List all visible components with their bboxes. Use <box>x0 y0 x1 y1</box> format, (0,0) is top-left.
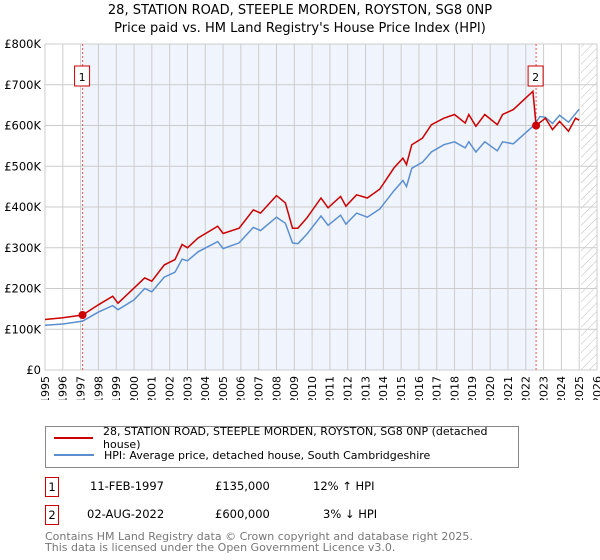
x-tick-label: 2013 <box>359 376 372 400</box>
x-tick-label: 2009 <box>288 376 301 400</box>
chart-title: 28, STATION ROAD, STEEPLE MORDEN, ROYSTO… <box>107 3 493 18</box>
x-tick-label: 2002 <box>163 376 176 400</box>
chart-subtitle: Price paid vs. HM Land Registry's House … <box>114 21 486 36</box>
x-tick-label: 2017 <box>431 376 444 400</box>
x-tick-label: 2016 <box>413 376 426 400</box>
x-tick-label: 2004 <box>199 376 212 400</box>
x-tick-label: 2008 <box>270 376 283 400</box>
sale-label-box-1 <box>74 65 91 87</box>
x-tick-label: 2021 <box>502 376 515 400</box>
x-tick-label: 2020 <box>484 376 497 400</box>
x-tick-label: 2012 <box>342 376 355 400</box>
x-tick-label: 2007 <box>253 376 266 400</box>
x-tick-label: 1995 <box>39 376 52 400</box>
sale-price-1: £135,000 <box>215 479 270 493</box>
y-tick-label: £200K <box>4 282 41 296</box>
x-tick-label: 2025 <box>573 376 586 400</box>
sale-label-1: 1 <box>79 71 86 84</box>
x-tick-label: 2018 <box>448 376 461 400</box>
sale-hpi-diff-2: 3% ↓ HPI <box>323 507 378 521</box>
y-tick-label: £500K <box>4 159 41 173</box>
y-tick-label: £400K <box>4 200 41 214</box>
x-tick-label: 1998 <box>92 376 105 400</box>
legend-label-property: 28, STATION ROAD, STEEPLE MORDEN, ROYSTO… <box>103 425 488 451</box>
x-tick-label: 2024 <box>555 376 568 400</box>
property-price-line <box>44 89 580 321</box>
x-tick-label: 2003 <box>181 376 194 400</box>
x-tick-label: 2022 <box>520 376 533 400</box>
x-tick-label: 2026 <box>591 376 600 400</box>
x-tick-label: 2010 <box>306 376 319 400</box>
legend-swatch-hpi <box>54 454 94 456</box>
y-tick-label: £600K <box>4 119 41 133</box>
x-tick-label: 1997 <box>74 376 87 400</box>
footer: Contains HM Land Registry data © Crown c… <box>45 531 473 553</box>
sale-date-2: 02-AUG-2022 <box>87 507 165 521</box>
sale-date-1: 11-FEB-1997 <box>90 479 164 493</box>
sale-badge-1: 1 <box>45 477 59 497</box>
x-tick-label: 2005 <box>217 376 230 400</box>
sale-hpi-diff-1: 12% ↑ HPI <box>313 479 375 493</box>
sale-badge-2: 2 <box>45 505 59 525</box>
sale-point-1 <box>78 310 87 319</box>
y-tick-label: £300K <box>4 241 41 255</box>
x-tick-label: 2011 <box>324 376 337 400</box>
y-tick-label: £700K <box>4 78 41 92</box>
x-tick-label: 2019 <box>466 376 479 400</box>
y-tick-label: £800K <box>4 37 41 51</box>
footer-line-2: This data is licensed under the Open Gov… <box>45 541 396 554</box>
footer-line-1: Contains HM Land Registry data © Crown c… <box>45 530 473 543</box>
legend-swatch-property <box>54 437 94 439</box>
legend: 28, STATION ROAD, STEEPLE MORDEN, ROYSTO… <box>45 425 519 468</box>
x-tick-label: 2015 <box>395 376 408 400</box>
x-tick-label: 2014 <box>377 376 390 400</box>
x-tick-label: 2000 <box>128 376 141 400</box>
legend-label-hpi: HPI: Average price, detached house, Sout… <box>104 448 431 462</box>
y-tick-label: £0 <box>26 363 41 377</box>
plot-area: 1995 1996 1997 1998 1999 2000 2001 2002 2003 2004… <box>4 37 600 400</box>
x-tick-label: 2023 <box>537 376 550 400</box>
x-tick-label: 2006 <box>235 376 248 400</box>
sale-point-2 <box>532 121 541 130</box>
x-tick-label: 2001 <box>146 376 159 400</box>
y-tick-label: £100K <box>4 322 41 336</box>
sale-label-box-2 <box>527 65 544 87</box>
sale-price-2: £600,000 <box>215 507 270 521</box>
sale-label-2: 2 <box>532 71 539 84</box>
x-tick-label: 1999 <box>110 376 123 400</box>
plot-border <box>44 43 598 371</box>
hpi-line <box>44 108 580 326</box>
x-tick-label: 1996 <box>57 376 70 400</box>
